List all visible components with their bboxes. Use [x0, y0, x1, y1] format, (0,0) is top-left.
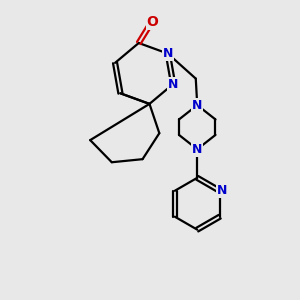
Text: N: N — [163, 47, 173, 60]
Text: N: N — [192, 143, 202, 156]
Text: N: N — [217, 184, 227, 197]
Text: N: N — [192, 99, 202, 112]
Text: N: N — [168, 77, 178, 91]
Text: O: O — [147, 14, 158, 28]
